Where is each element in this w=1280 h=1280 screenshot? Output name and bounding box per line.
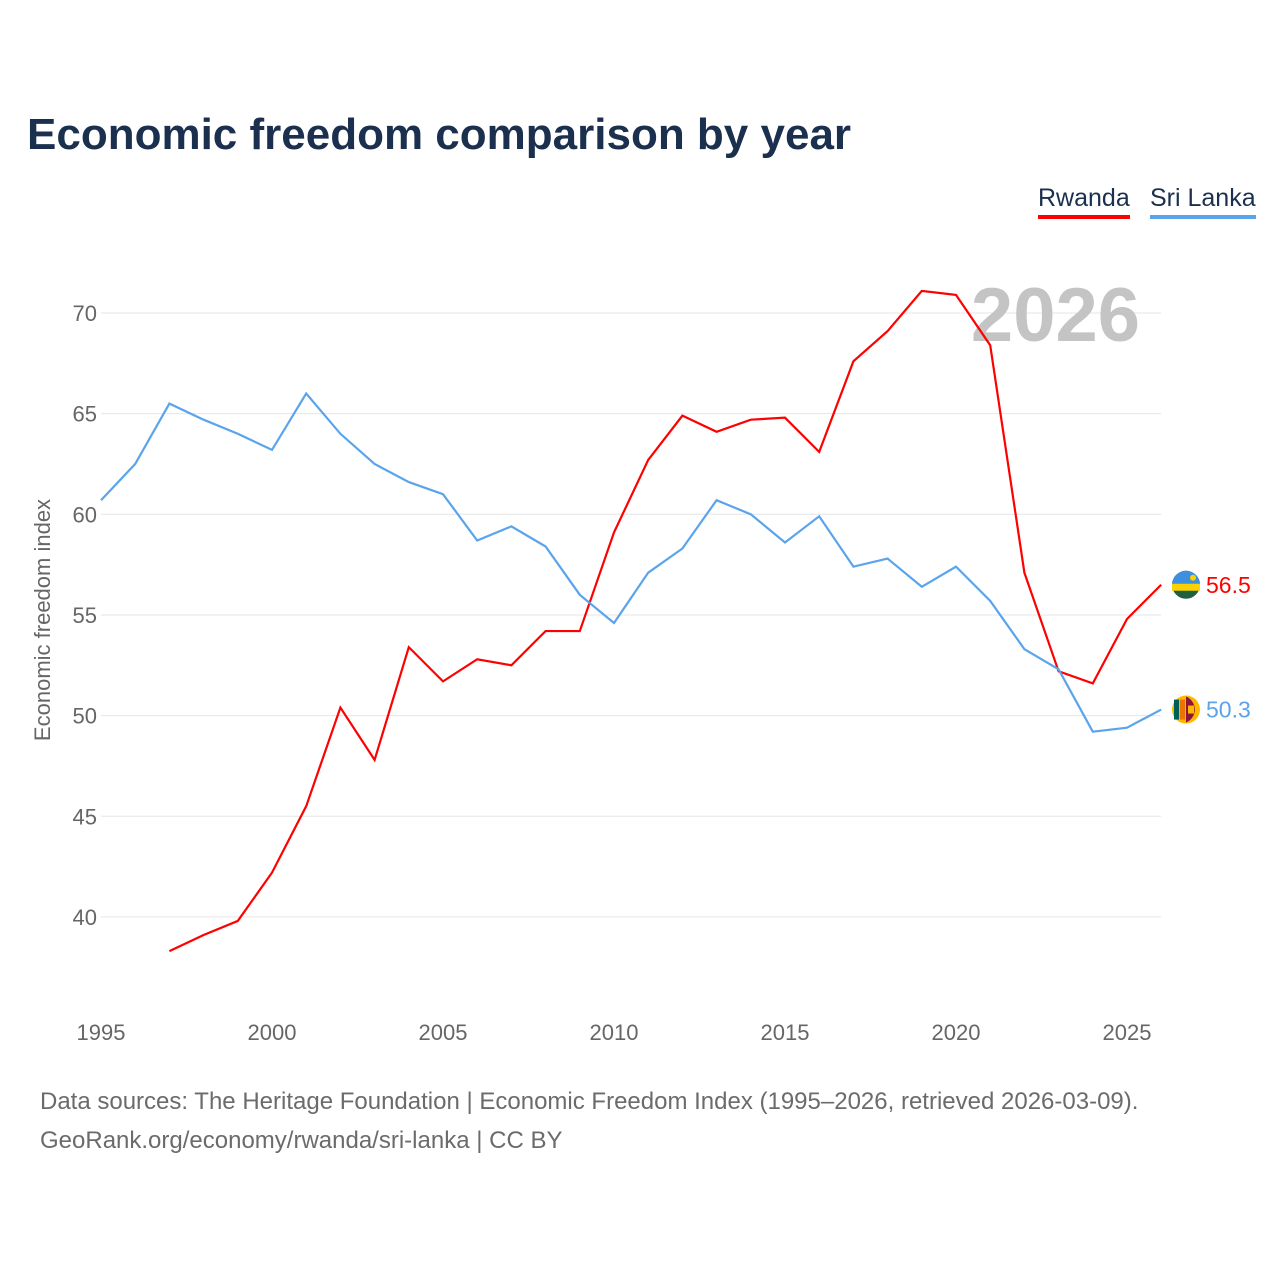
x-tick-label: 2020 (932, 1020, 981, 1045)
x-tick-label: 2015 (761, 1020, 810, 1045)
series-line-rwanda (168, 289, 1162, 953)
y-tick-label: 65 (73, 402, 97, 427)
x-tick-label: 2025 (1103, 1020, 1152, 1045)
end-value-label: 50.3 (1206, 697, 1251, 723)
sri-lanka-flag-green (1174, 699, 1179, 720)
legend-sri-lanka[interactable]: Sri Lanka (1150, 184, 1256, 219)
y-tick-label: 40 (73, 905, 97, 930)
y-tick-label: 60 (73, 502, 97, 527)
y-axis-label: Economic freedom index (30, 499, 55, 741)
x-tick-label: 2005 (419, 1020, 468, 1045)
sri-lanka-flag-orange (1180, 699, 1185, 720)
rwanda-flag-sun (1190, 574, 1196, 581)
footer-link[interactable]: GeoRank.org/economy/rwanda/sri-lanka | C… (40, 1127, 563, 1154)
y-tick-label: 70 (73, 301, 97, 326)
footer-sources: Data sources: The Heritage Foundation | … (40, 1088, 1139, 1115)
series-line-sri-lanka (100, 391, 1162, 733)
end-value-label: 56.5 (1206, 572, 1251, 598)
y-tick-label: 45 (73, 804, 97, 829)
y-tick-label: 55 (73, 603, 97, 628)
y-tick-label: 50 (73, 704, 97, 729)
chart-title: Economic freedom comparison by year (27, 110, 852, 159)
sri-lanka-flag-lion (1188, 705, 1194, 714)
x-tick-label: 1995 (77, 1020, 126, 1045)
legend-rwanda[interactable]: Rwanda (1038, 184, 1130, 219)
year-watermark: 2026 (971, 273, 1140, 358)
x-tick-label: 2010 (590, 1020, 639, 1045)
line-chart: 40 45 50 55 60 65 70 1995 2000 2005 2010 2015 2020 20… (30, 273, 1251, 1045)
x-tick-label: 2000 (248, 1020, 297, 1045)
rwanda-flag-yellow (1172, 583, 1200, 591)
rwanda-flag-blue (1172, 570, 1200, 585)
